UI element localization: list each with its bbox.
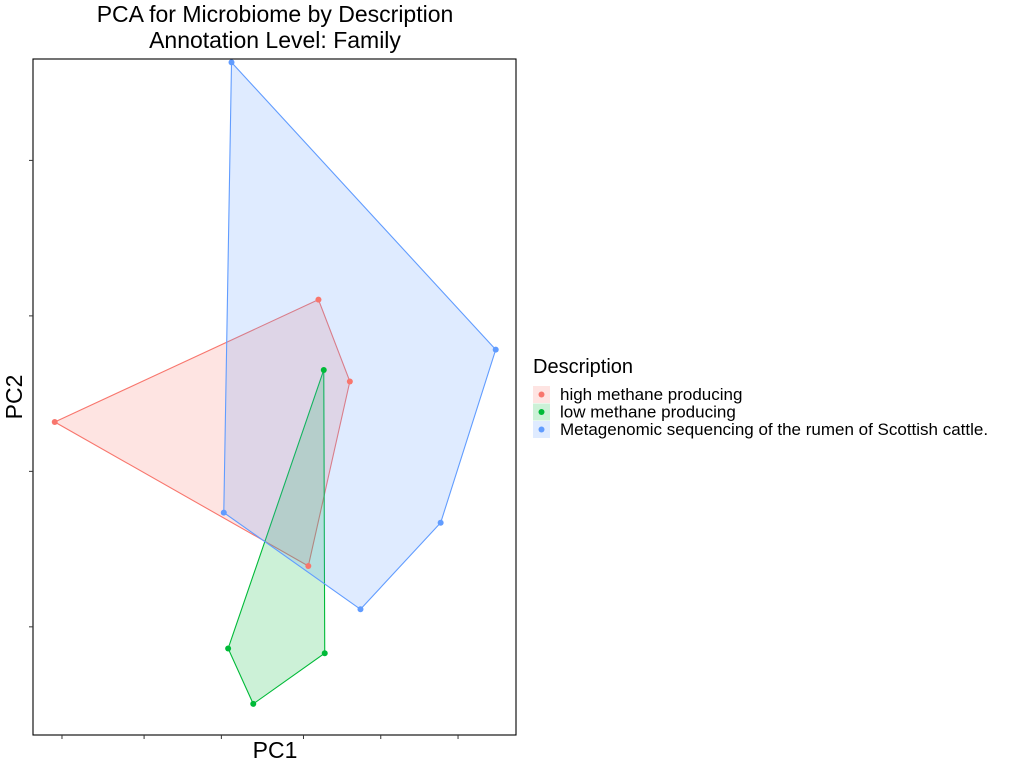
- point-metagenomic-sequencing-of-the-: [492, 346, 499, 353]
- point-high-methane-producing: [315, 296, 322, 303]
- legend-key-point: [538, 409, 545, 415]
- legend-item: Metagenomic sequencing of the rumen of S…: [533, 420, 988, 439]
- point-high-methane-producing: [305, 563, 312, 569]
- chart-subtitle: Annotation Level: Family: [149, 27, 401, 53]
- x-axis-ticks: [61, 735, 459, 739]
- legend-key-point: [538, 426, 545, 433]
- point-high-methane-producing: [51, 419, 58, 426]
- legend-item: high methane producing: [533, 385, 742, 404]
- chart-title: PCA for Microbiome by Description: [97, 1, 454, 27]
- point-metagenomic-sequencing-of-the-: [228, 59, 235, 66]
- point-low-methane-producing: [320, 366, 327, 373]
- legend-label: Metagenomic sequencing of the rumen of S…: [560, 420, 988, 439]
- hull-metagenomic-sequencing-of-the-: [223, 60, 497, 610]
- y-axis-label: PC2: [1, 375, 27, 420]
- point-low-methane-producing: [225, 645, 232, 652]
- point-metagenomic-sequencing-of-the-: [220, 509, 227, 516]
- point-metagenomic-sequencing-of-the-: [437, 519, 444, 526]
- hull-layer: [53, 60, 497, 705]
- legend-label: low methane producing: [560, 403, 736, 422]
- legend-item: low methane producing: [533, 403, 736, 422]
- point-high-methane-producing: [346, 378, 353, 385]
- legend-title: Description: [533, 356, 633, 378]
- point-low-methane-producing: [250, 700, 257, 707]
- plot-panel-border: [32, 58, 517, 736]
- x-axis-label: PC1: [253, 737, 298, 763]
- point-low-methane-producing: [321, 650, 328, 657]
- legend-label: high methane producing: [560, 385, 742, 404]
- legend-key-point: [538, 391, 545, 398]
- y-axis-ticks: [29, 159, 33, 628]
- point-layer: [51, 59, 499, 707]
- point-metagenomic-sequencing-of-the-: [357, 606, 364, 613]
